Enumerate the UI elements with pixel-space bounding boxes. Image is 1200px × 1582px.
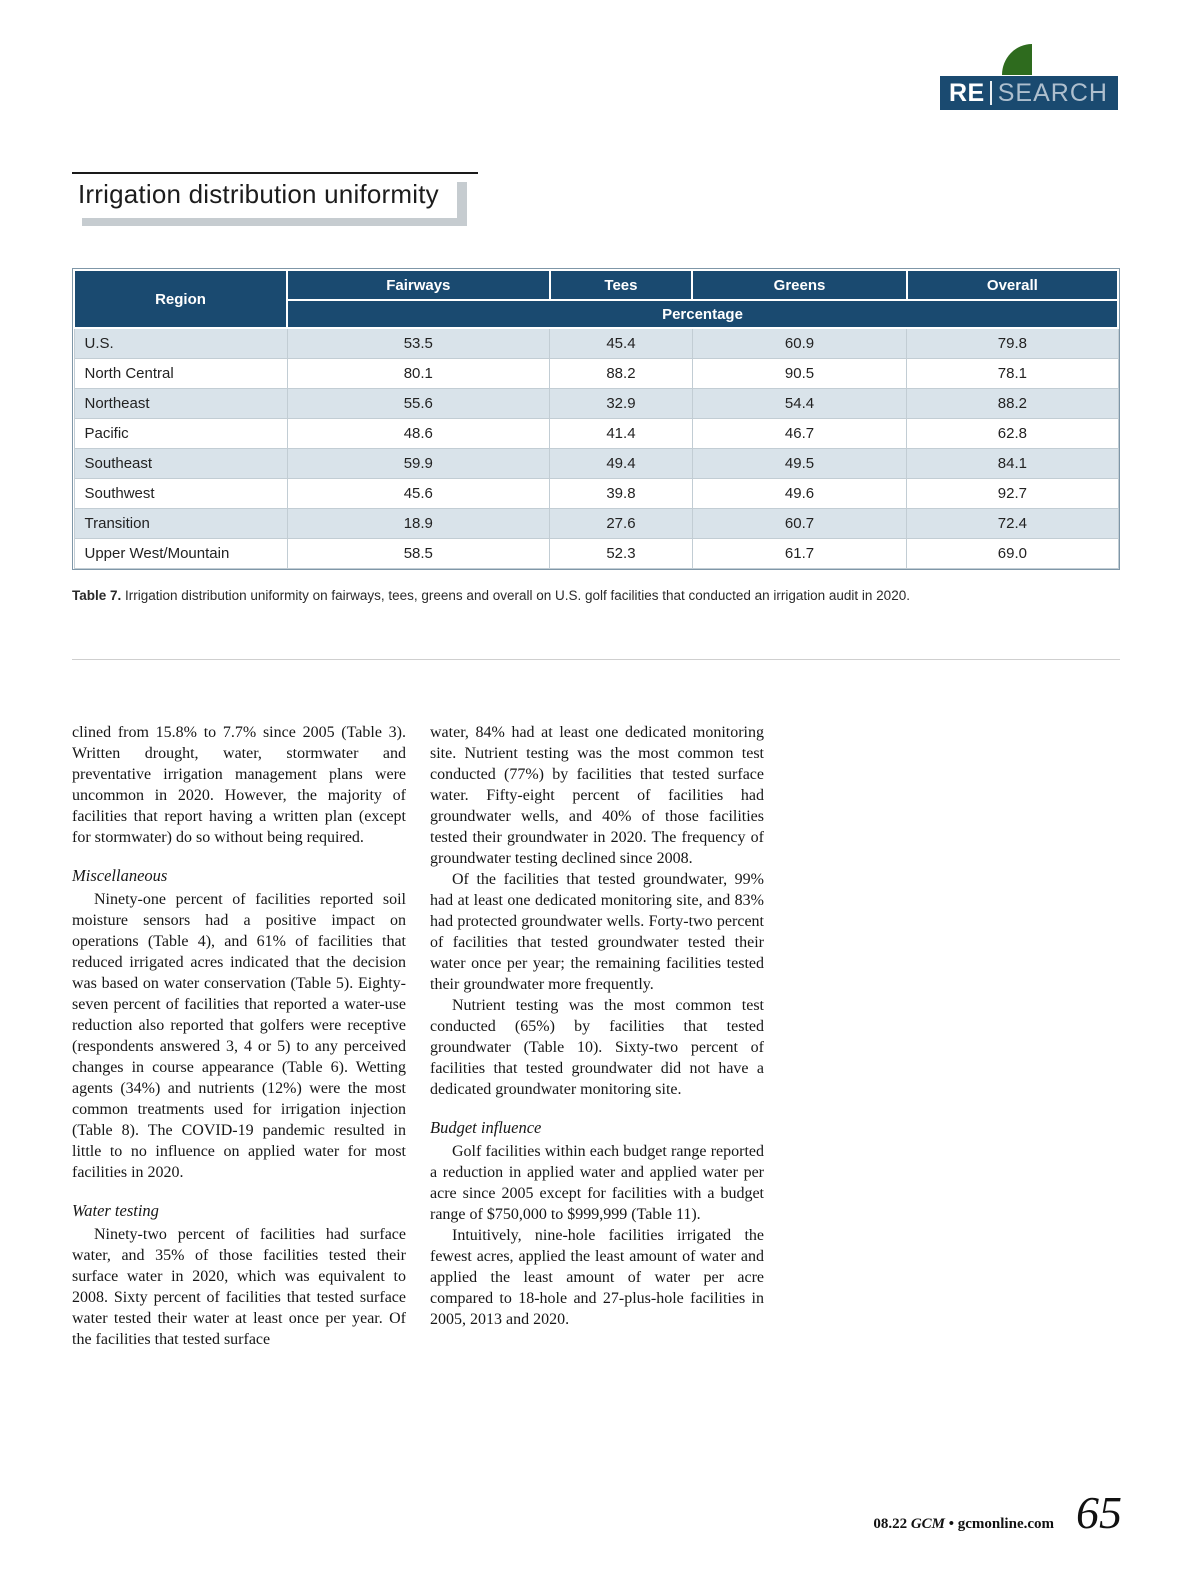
value-cell: 78.1 bbox=[906, 357, 1119, 389]
value-cell: 60.7 bbox=[691, 507, 908, 539]
value-cell: 32.9 bbox=[549, 387, 693, 419]
value-cell: 49.4 bbox=[549, 447, 693, 479]
table-caption: Table 7. Irrigation distribution uniform… bbox=[72, 588, 1120, 603]
page-footer: 08.22 GCM • gcmonline.com 65 bbox=[873, 1490, 1122, 1536]
value-cell: 49.6 bbox=[691, 477, 908, 509]
table-header: Region Fairways Tees Greens Overall Perc… bbox=[73, 269, 1120, 329]
value-cell: 80.1 bbox=[286, 357, 551, 389]
title-rule bbox=[72, 172, 478, 174]
value-cell: 53.5 bbox=[286, 327, 551, 359]
body-paragraph: Ninety-one percent of facilities reporte… bbox=[72, 891, 406, 1181]
section-heading: Miscellaneous bbox=[72, 866, 168, 885]
table-row: U.S. 53.5 45.4 60.9 79.8 bbox=[73, 327, 1119, 359]
value-cell: 79.8 bbox=[906, 327, 1119, 359]
column-header-fairways: Fairways bbox=[286, 269, 551, 301]
region-cell: Southeast bbox=[73, 447, 288, 479]
section-heading: Water testing bbox=[72, 1201, 159, 1220]
value-cell: 45.6 bbox=[286, 477, 551, 509]
footer-site: gcmonline.com bbox=[957, 1516, 1054, 1532]
value-cell: 88.2 bbox=[906, 387, 1119, 419]
value-cell: 72.4 bbox=[906, 507, 1119, 539]
table-row: Transition 18.9 27.6 60.7 72.4 bbox=[73, 507, 1119, 539]
region-cell: North Central bbox=[73, 357, 288, 389]
value-cell: 84.1 bbox=[906, 447, 1119, 479]
title-block: Irrigation distribution uniformity bbox=[72, 172, 478, 218]
table-row: North Central 80.1 88.2 90.5 78.1 bbox=[73, 357, 1119, 389]
value-cell: 61.7 bbox=[691, 537, 908, 569]
footer-separator: • bbox=[945, 1516, 958, 1532]
table-row: Pacific 48.6 41.4 46.7 62.8 bbox=[73, 417, 1119, 449]
research-logo-bar: RE SEARCH bbox=[940, 76, 1118, 110]
value-cell: 62.8 bbox=[906, 417, 1119, 449]
value-cell: 49.5 bbox=[691, 447, 908, 479]
table-row: Northeast 55.6 32.9 54.4 88.2 bbox=[73, 387, 1119, 419]
footer-magazine-name: GCM bbox=[910, 1516, 945, 1532]
value-cell: 58.5 bbox=[286, 537, 551, 569]
body-paragraph: Golf facilities within each budget range… bbox=[430, 1143, 764, 1223]
page-number: 65 bbox=[1076, 1487, 1122, 1538]
body-paragraph: Intuitively, nine-hole facilities irriga… bbox=[430, 1227, 764, 1328]
table-caption-text: Irrigation distribution uniformity on fa… bbox=[121, 588, 910, 603]
value-cell: 52.3 bbox=[549, 537, 693, 569]
body-paragraph: water, 84% had at least one dedicated mo… bbox=[430, 724, 764, 867]
logo-re-text: RE bbox=[949, 78, 985, 107]
section-heading: Budget influence bbox=[430, 1118, 542, 1137]
value-cell: 69.0 bbox=[906, 537, 1119, 569]
value-cell: 41.4 bbox=[549, 417, 693, 449]
article-body: clined from 15.8% to 7.7% since 2005 (Ta… bbox=[72, 722, 764, 1350]
region-cell: Northeast bbox=[73, 387, 288, 419]
logo-search-text: SEARCH bbox=[997, 78, 1108, 107]
value-cell: 45.4 bbox=[549, 327, 693, 359]
body-paragraph: clined from 15.8% to 7.7% since 2005 (Ta… bbox=[72, 724, 406, 846]
value-cell: 18.9 bbox=[286, 507, 551, 539]
body-paragraph: Of the facilities that tested groundwate… bbox=[430, 871, 764, 993]
value-cell: 90.5 bbox=[691, 357, 908, 389]
table-body: U.S. 53.5 45.4 60.9 79.8 North Central 80.1 88.… bbox=[73, 327, 1119, 569]
table-caption-label: Table 7. bbox=[72, 588, 122, 603]
value-cell: 59.9 bbox=[286, 447, 551, 479]
region-cell: Upper West/Mountain bbox=[73, 537, 288, 569]
value-cell: 60.9 bbox=[691, 327, 908, 359]
value-cell: 46.7 bbox=[691, 417, 908, 449]
page-title: Irrigation distribution uniformity bbox=[72, 174, 457, 218]
uniformity-table: Region Fairways Tees Greens Overall Perc… bbox=[73, 269, 1120, 569]
value-cell: 54.4 bbox=[691, 387, 908, 419]
region-cell: Southwest bbox=[73, 477, 288, 509]
footer-issue: 08.22 bbox=[873, 1516, 911, 1532]
region-cell: Transition bbox=[73, 507, 288, 539]
column-header-row: Region Fairways Tees Greens Overall bbox=[73, 269, 1120, 329]
region-header: Region bbox=[73, 269, 288, 329]
value-cell: 48.6 bbox=[286, 417, 551, 449]
subheader-row: Percentage bbox=[74, 299, 1119, 329]
body-paragraph: Ninety-two percent of facilities had sur… bbox=[72, 1226, 406, 1348]
region-cell: Pacific bbox=[73, 417, 288, 449]
logo-divider bbox=[989, 81, 992, 105]
table-row: Upper West/Mountain 58.5 52.3 61.7 69.0 bbox=[73, 537, 1119, 569]
value-cell: 55.6 bbox=[286, 387, 551, 419]
region-cell: U.S. bbox=[73, 327, 288, 359]
left-column: clined from 15.8% to 7.7% since 2005 (Ta… bbox=[72, 722, 406, 1350]
body-paragraph: Nutrient testing was the most common tes… bbox=[430, 997, 764, 1098]
footer-credit: 08.22 GCM • gcmonline.com bbox=[873, 1516, 1054, 1533]
value-cell: 39.8 bbox=[549, 477, 693, 509]
research-logo: RE SEARCH bbox=[940, 44, 1118, 110]
table-row: Southwest 45.6 39.8 49.6 92.7 bbox=[73, 477, 1119, 509]
leaf-icon bbox=[1002, 44, 1032, 75]
section-divider bbox=[72, 659, 1120, 660]
table-row: Southeast 59.9 49.4 49.5 84.1 bbox=[73, 447, 1119, 479]
value-cell: 92.7 bbox=[906, 477, 1119, 509]
right-column: water, 84% had at least one dedicated mo… bbox=[430, 722, 764, 1350]
column-header-tees: Tees bbox=[548, 269, 694, 301]
value-cell: 88.2 bbox=[549, 357, 693, 389]
value-cell: 27.6 bbox=[549, 507, 693, 539]
column-header-greens: Greens bbox=[691, 269, 908, 301]
uniformity-table-wrap: Region Fairways Tees Greens Overall Perc… bbox=[72, 268, 1120, 570]
percentage-subheader: Percentage bbox=[286, 299, 1119, 329]
column-header-overall: Overall bbox=[905, 269, 1120, 301]
